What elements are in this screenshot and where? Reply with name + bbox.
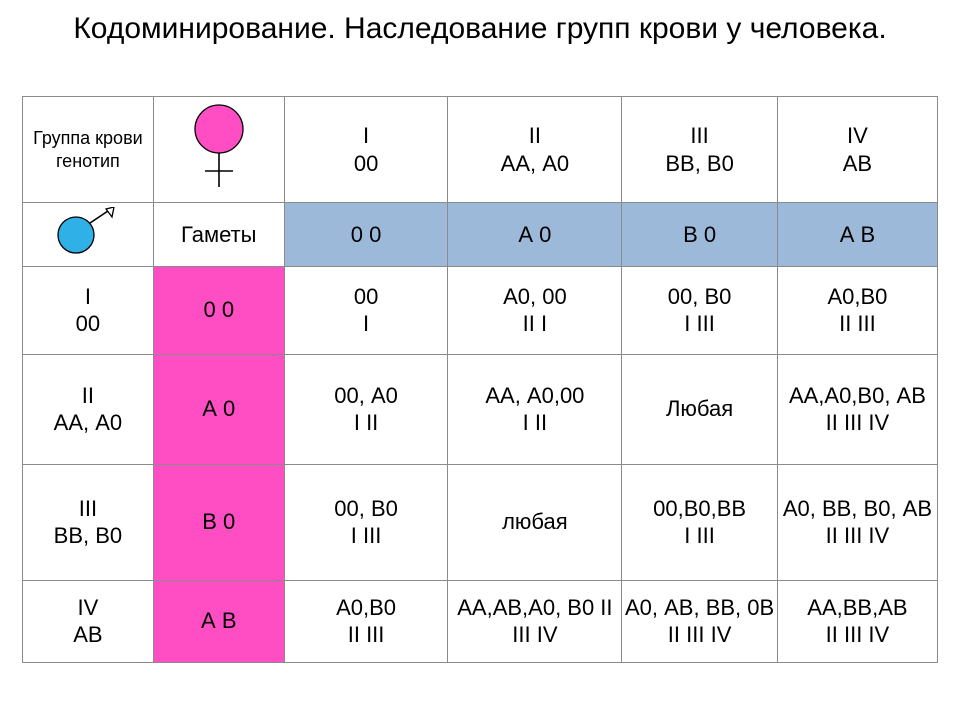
female-symbol-cell xyxy=(153,97,284,203)
row-gamete-4: А В xyxy=(153,580,284,662)
col-header-4: IV АВ xyxy=(777,97,937,203)
cell-1-4: А0,В0II III xyxy=(777,266,937,354)
cell-2-4: АА,А0,В0, АВII III IV xyxy=(777,354,937,464)
col-roman: III xyxy=(690,123,708,148)
gamete-col-1: 0 0 xyxy=(284,203,448,267)
col-geno: 00 xyxy=(354,151,378,176)
gametes-label: Гаметы xyxy=(153,203,284,267)
cell-3-2: любая xyxy=(448,464,622,580)
cell-2-2: АА, А0,00I II xyxy=(448,354,622,464)
col-roman: II xyxy=(529,123,541,148)
col-geno: АА, А0 xyxy=(501,151,569,176)
col-header-3: III ВВ, В0 xyxy=(622,97,778,203)
cell-3-3: 00,В0,ВВI III xyxy=(622,464,778,580)
cell-2-3: Любая xyxy=(622,354,778,464)
col-geno: АВ xyxy=(843,151,872,176)
row-roman: III xyxy=(79,496,97,521)
row-header-1: I 00 xyxy=(23,266,154,354)
cell-1-3: 00, В0I III xyxy=(622,266,778,354)
row-roman: IV xyxy=(78,595,99,620)
col-header-1: I 00 xyxy=(284,97,448,203)
male-icon xyxy=(46,207,130,255)
cell-1-2: А0, 00II I xyxy=(448,266,622,354)
inheritance-table: Группа крови генотип I 00 II АА, А0 III … xyxy=(22,96,938,663)
cell-4-2: АА,АВ,А0, В0 II III IV xyxy=(448,580,622,662)
gamete-col-3: В 0 xyxy=(622,203,778,267)
corner-label: Группа крови генотип xyxy=(23,97,154,203)
cell-2-1: 00, А0I II xyxy=(284,354,448,464)
cell-1-1: 00I xyxy=(284,266,448,354)
col-geno: ВВ, В0 xyxy=(665,151,733,176)
col-header-2: II АА, А0 xyxy=(448,97,622,203)
cell-4-3: А0, АВ, ВВ, 0В II III IV xyxy=(622,580,778,662)
row-geno: АА, А0 xyxy=(54,410,122,435)
col-roman: I xyxy=(363,123,369,148)
cell-4-1: А0,В0II III xyxy=(284,580,448,662)
row-roman: II xyxy=(82,383,94,408)
page-title: Кодоминирование. Наследование групп кров… xyxy=(0,12,960,46)
row-geno: 00 xyxy=(76,311,100,336)
cell-4-4: АА,ВВ,АВII III IV xyxy=(777,580,937,662)
cell-3-1: 00, В0I III xyxy=(284,464,448,580)
gamete-col-4: А В xyxy=(777,203,937,267)
row-gamete-1: 0 0 xyxy=(153,266,284,354)
row-gamete-3: В 0 xyxy=(153,464,284,580)
row-geno: ВВ, В0 xyxy=(54,523,122,548)
row-roman: I xyxy=(85,284,91,309)
male-symbol-cell xyxy=(23,203,154,267)
row-header-2: II АА, А0 xyxy=(23,354,154,464)
gamete-col-2: А 0 xyxy=(448,203,622,267)
row-geno: АВ xyxy=(73,622,102,647)
row-gamete-2: А 0 xyxy=(153,354,284,464)
row-header-4: IV АВ xyxy=(23,580,154,662)
cell-3-4: А0, ВВ, В0, АВII III IV xyxy=(777,464,937,580)
row-header-3: III ВВ, В0 xyxy=(23,464,154,580)
female-icon xyxy=(189,101,249,191)
col-roman: IV xyxy=(847,123,868,148)
